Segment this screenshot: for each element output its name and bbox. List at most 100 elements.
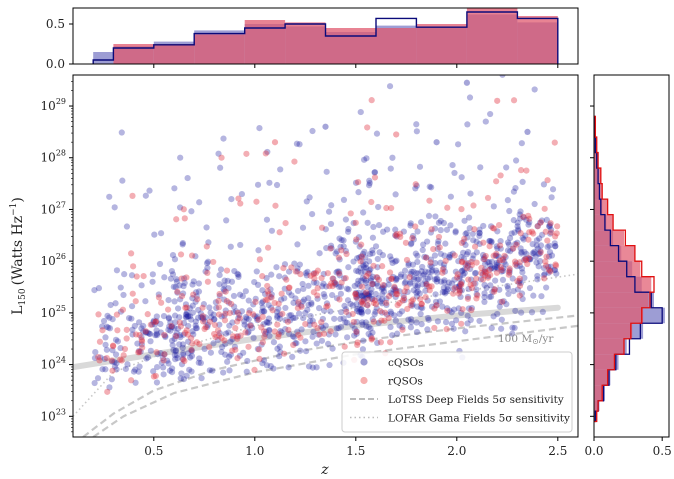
- cqso-point: [123, 223, 131, 230]
- rqso-point: [158, 299, 165, 306]
- cqso-point: [337, 315, 344, 323]
- main-ytick-exp: 29: [56, 97, 66, 106]
- cqso-point: [366, 290, 373, 298]
- cqso-point: [396, 322, 403, 329]
- rqso-point: [247, 322, 254, 329]
- cqso-point: [268, 291, 275, 298]
- rqso-point: [152, 372, 159, 380]
- rqso-point: [359, 283, 366, 290]
- rqso-point: [281, 350, 288, 357]
- rqso-point: [109, 342, 117, 349]
- cqso-point: [186, 366, 193, 373]
- rqso-point: [487, 271, 494, 279]
- rqso-point: [200, 318, 207, 325]
- rqso-point: [354, 339, 361, 346]
- cqso-point: [345, 225, 352, 233]
- cqso-point: [351, 332, 358, 339]
- right-histogram-panel: 0.0 0.5: [584, 74, 672, 458]
- rqso-point: [264, 296, 271, 303]
- rqso-point: [479, 276, 487, 283]
- rqso-point: [211, 330, 218, 338]
- cqso-point: [94, 375, 102, 382]
- cqso-point: [443, 226, 451, 233]
- cqso-point: [504, 282, 511, 290]
- rqso-point: [199, 304, 206, 311]
- cqso-point: [506, 234, 514, 242]
- rqso-point: [497, 172, 504, 179]
- cqso-point: [310, 270, 318, 277]
- rqso-point: [407, 302, 414, 309]
- rqso-point: [173, 216, 180, 223]
- rqso-point: [378, 317, 385, 324]
- rqso-point: [403, 284, 410, 291]
- rqso-point: [365, 296, 372, 303]
- cqso-point: [462, 328, 469, 335]
- cqso-point: [351, 282, 358, 290]
- rqso-point: [311, 321, 318, 328]
- cqso-point: [400, 292, 407, 299]
- cqso-point: [547, 226, 555, 233]
- cqso-point: [222, 351, 229, 358]
- cqso-point: [365, 330, 372, 338]
- rqso-point: [250, 311, 257, 318]
- cqso-point: [281, 295, 288, 302]
- cqso-point: [117, 284, 124, 291]
- cqso-point: [135, 368, 142, 375]
- rqso-point: [352, 290, 359, 297]
- rqso-point: [173, 333, 180, 340]
- cqso-point: [529, 241, 536, 248]
- cqso-point: [226, 322, 233, 329]
- cqso-point: [499, 276, 507, 283]
- cqso-point: [268, 271, 275, 278]
- cqso-point: [428, 268, 435, 275]
- cqso-point: [374, 282, 382, 290]
- rqso-point: [454, 274, 461, 281]
- rqso-point: [114, 327, 121, 334]
- cqso-point: [533, 242, 540, 249]
- cqso-point: [216, 292, 223, 299]
- cqso-point: [435, 219, 443, 226]
- cqso-point: [171, 256, 179, 263]
- cqso-point: [480, 256, 487, 263]
- cqso-point: [309, 127, 316, 135]
- cqso-point: [240, 349, 247, 356]
- rqso-point: [255, 316, 262, 323]
- rqso-point: [459, 306, 466, 313]
- cqso-point: [481, 290, 488, 297]
- cqso-point: [190, 331, 197, 338]
- cqso-point: [364, 301, 371, 309]
- cqso-point: [457, 293, 464, 301]
- rqso-point: [435, 233, 443, 241]
- cqso-point: [332, 281, 339, 288]
- cqso-point: [173, 351, 181, 359]
- cqso-point: [264, 319, 271, 326]
- cqso-point: [503, 301, 510, 308]
- cqso-point: [101, 355, 108, 363]
- cqso-point: [469, 255, 476, 262]
- cqso-point: [187, 313, 194, 320]
- cqso-point: [546, 222, 553, 230]
- rqso-point: [368, 198, 375, 206]
- cqso-point: [114, 338, 121, 345]
- rqso-point: [511, 258, 519, 265]
- cqso-point: [424, 314, 432, 322]
- cqso-point: [366, 292, 373, 299]
- cqso-point: [481, 281, 488, 289]
- rqso-point: [552, 261, 559, 268]
- cqso-point: [493, 243, 500, 250]
- rqso-point: [468, 306, 475, 314]
- cqso-point: [437, 250, 444, 258]
- y-axis-label-exp: −1: [9, 203, 19, 216]
- rqso-point: [473, 259, 480, 266]
- rqso-point: [506, 268, 513, 275]
- cqso-point: [470, 252, 477, 259]
- rqso-point: [547, 220, 554, 227]
- cqso-point: [229, 319, 236, 326]
- cqso-point: [160, 364, 167, 371]
- cqso-point: [270, 365, 277, 372]
- cqso-point: [337, 243, 344, 250]
- cqso-point: [537, 242, 545, 249]
- cqso-point: [216, 271, 223, 279]
- cqso-point: [496, 286, 503, 293]
- cqso-point: [336, 256, 343, 263]
